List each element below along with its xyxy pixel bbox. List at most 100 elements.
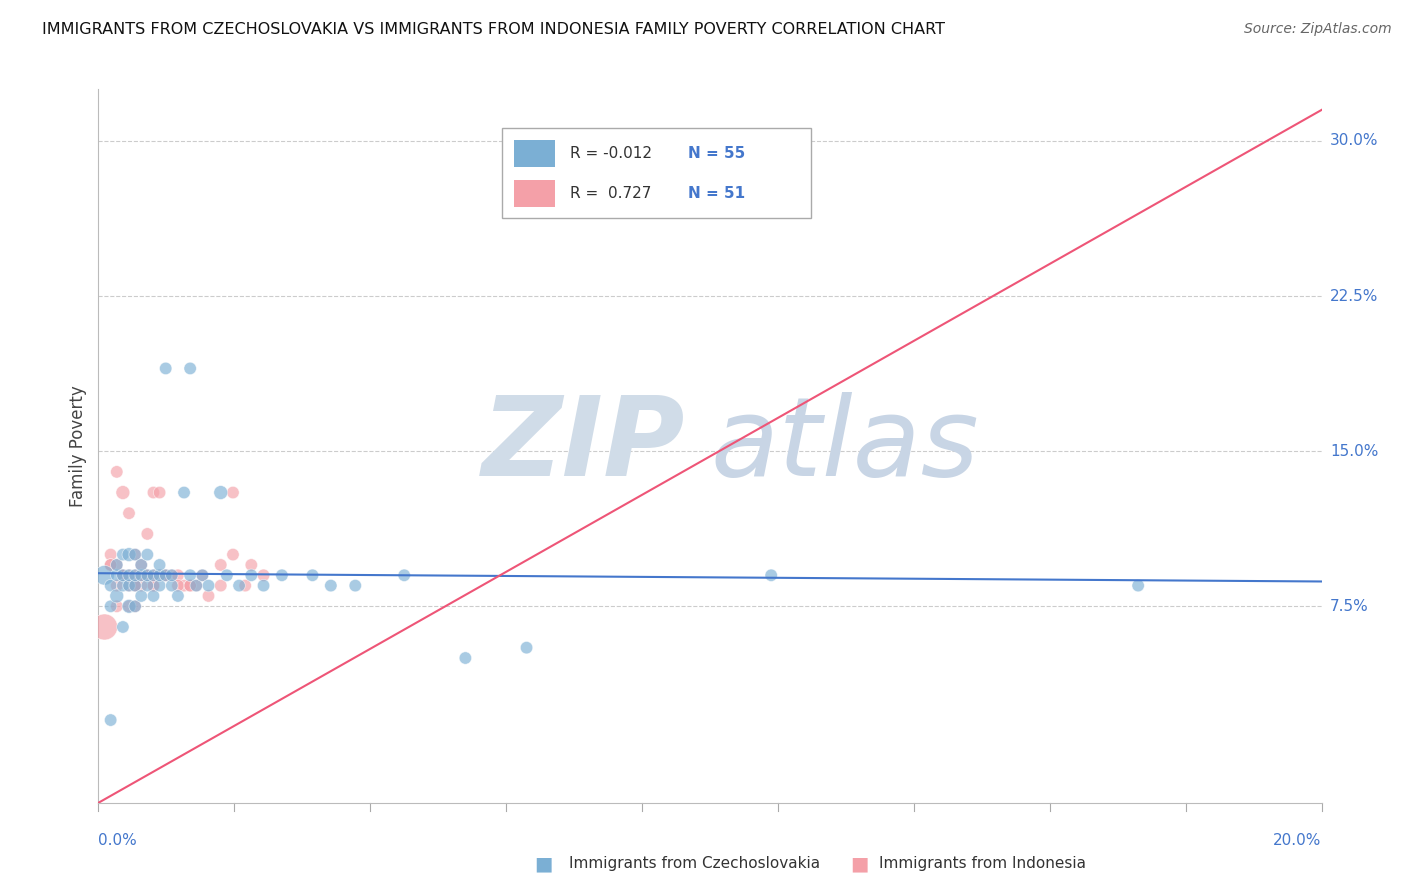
Point (124, 579, 146, 593)
Point (111, 568, 134, 582)
Text: N = 51: N = 51 (688, 186, 745, 201)
Point (111, 579, 134, 593)
Point (160, 579, 183, 593)
Point (136, 568, 159, 582)
Point (142, 485, 165, 500)
Point (100, 599, 122, 614)
Text: 7.5%: 7.5% (1330, 599, 1368, 614)
Point (111, 568, 134, 582)
Point (129, 558, 152, 572)
Point (136, 568, 159, 582)
Point (105, 558, 128, 572)
Point (105, 568, 128, 582)
Point (209, 558, 232, 572)
Point (124, 548, 146, 562)
Point (136, 548, 159, 562)
Point (105, 599, 128, 614)
Point (93, 568, 115, 582)
Point (105, 589, 128, 603)
Point (105, 465, 128, 479)
Point (136, 579, 159, 593)
Text: 22.5%: 22.5% (1330, 288, 1378, 303)
Text: IMMIGRANTS FROM CZECHOSLOVAKIA VS IMMIGRANTS FROM INDONESIA FAMILY POVERTY CORRE: IMMIGRANTS FROM CZECHOSLOVAKIA VS IMMIGR… (42, 22, 945, 37)
Point (454, 651, 477, 665)
Point (118, 506, 141, 520)
Point (142, 568, 165, 582)
Point (252, 568, 274, 582)
Point (160, 568, 183, 582)
Point (129, 589, 152, 603)
Point (179, 579, 201, 593)
Point (100, 548, 122, 562)
Point (129, 558, 152, 572)
Point (240, 568, 263, 582)
Text: 30.0%: 30.0% (1330, 134, 1378, 148)
Point (149, 485, 172, 500)
Point (233, 579, 256, 593)
Point (142, 568, 165, 582)
Point (105, 558, 128, 572)
Point (118, 579, 141, 593)
Text: ZIP: ZIP (482, 392, 686, 500)
Bar (515, 140, 554, 167)
Point (149, 568, 172, 582)
Point (759, 568, 782, 582)
Text: 0.0%: 0.0% (98, 833, 138, 848)
Point (173, 485, 195, 500)
Point (167, 579, 190, 593)
Point (392, 568, 416, 582)
Point (222, 548, 245, 562)
Point (118, 568, 141, 582)
Text: atlas: atlas (710, 392, 979, 500)
Point (100, 558, 122, 572)
Point (179, 568, 201, 582)
Text: ■: ■ (851, 854, 869, 873)
Point (186, 579, 208, 593)
Point (155, 568, 177, 582)
Point (124, 599, 146, 614)
Text: Immigrants from Indonesia: Immigrants from Indonesia (879, 856, 1085, 871)
Text: N = 55: N = 55 (688, 146, 745, 161)
Point (149, 579, 172, 593)
Point (228, 579, 250, 593)
Point (100, 579, 122, 593)
Point (149, 558, 172, 572)
Text: R = -0.012: R = -0.012 (571, 146, 652, 161)
Point (100, 558, 122, 572)
Point (100, 713, 122, 727)
Point (173, 579, 195, 593)
Point (191, 568, 214, 582)
Point (155, 568, 177, 582)
Point (118, 599, 141, 614)
Point (118, 548, 141, 562)
Text: Source: ZipAtlas.com: Source: ZipAtlas.com (1244, 22, 1392, 37)
Point (179, 361, 201, 376)
Point (124, 579, 146, 593)
Point (129, 579, 152, 593)
Point (301, 568, 323, 582)
Point (1128, 579, 1150, 593)
Point (111, 568, 134, 582)
Point (155, 361, 177, 376)
Point (209, 579, 232, 593)
Point (124, 568, 146, 582)
Point (136, 527, 159, 541)
FancyBboxPatch shape (502, 128, 811, 218)
Point (105, 579, 128, 593)
Point (142, 579, 165, 593)
Point (167, 589, 190, 603)
Point (270, 568, 292, 582)
Point (118, 579, 141, 593)
Point (160, 568, 183, 582)
Point (209, 485, 232, 500)
Point (215, 568, 238, 582)
Text: ■: ■ (534, 854, 553, 873)
Point (124, 599, 146, 614)
Point (124, 548, 146, 562)
Point (124, 568, 146, 582)
Text: R =  0.727: R = 0.727 (571, 186, 651, 201)
Bar (515, 180, 554, 207)
Point (111, 548, 134, 562)
Text: 15.0%: 15.0% (1330, 443, 1378, 458)
Point (142, 579, 165, 593)
